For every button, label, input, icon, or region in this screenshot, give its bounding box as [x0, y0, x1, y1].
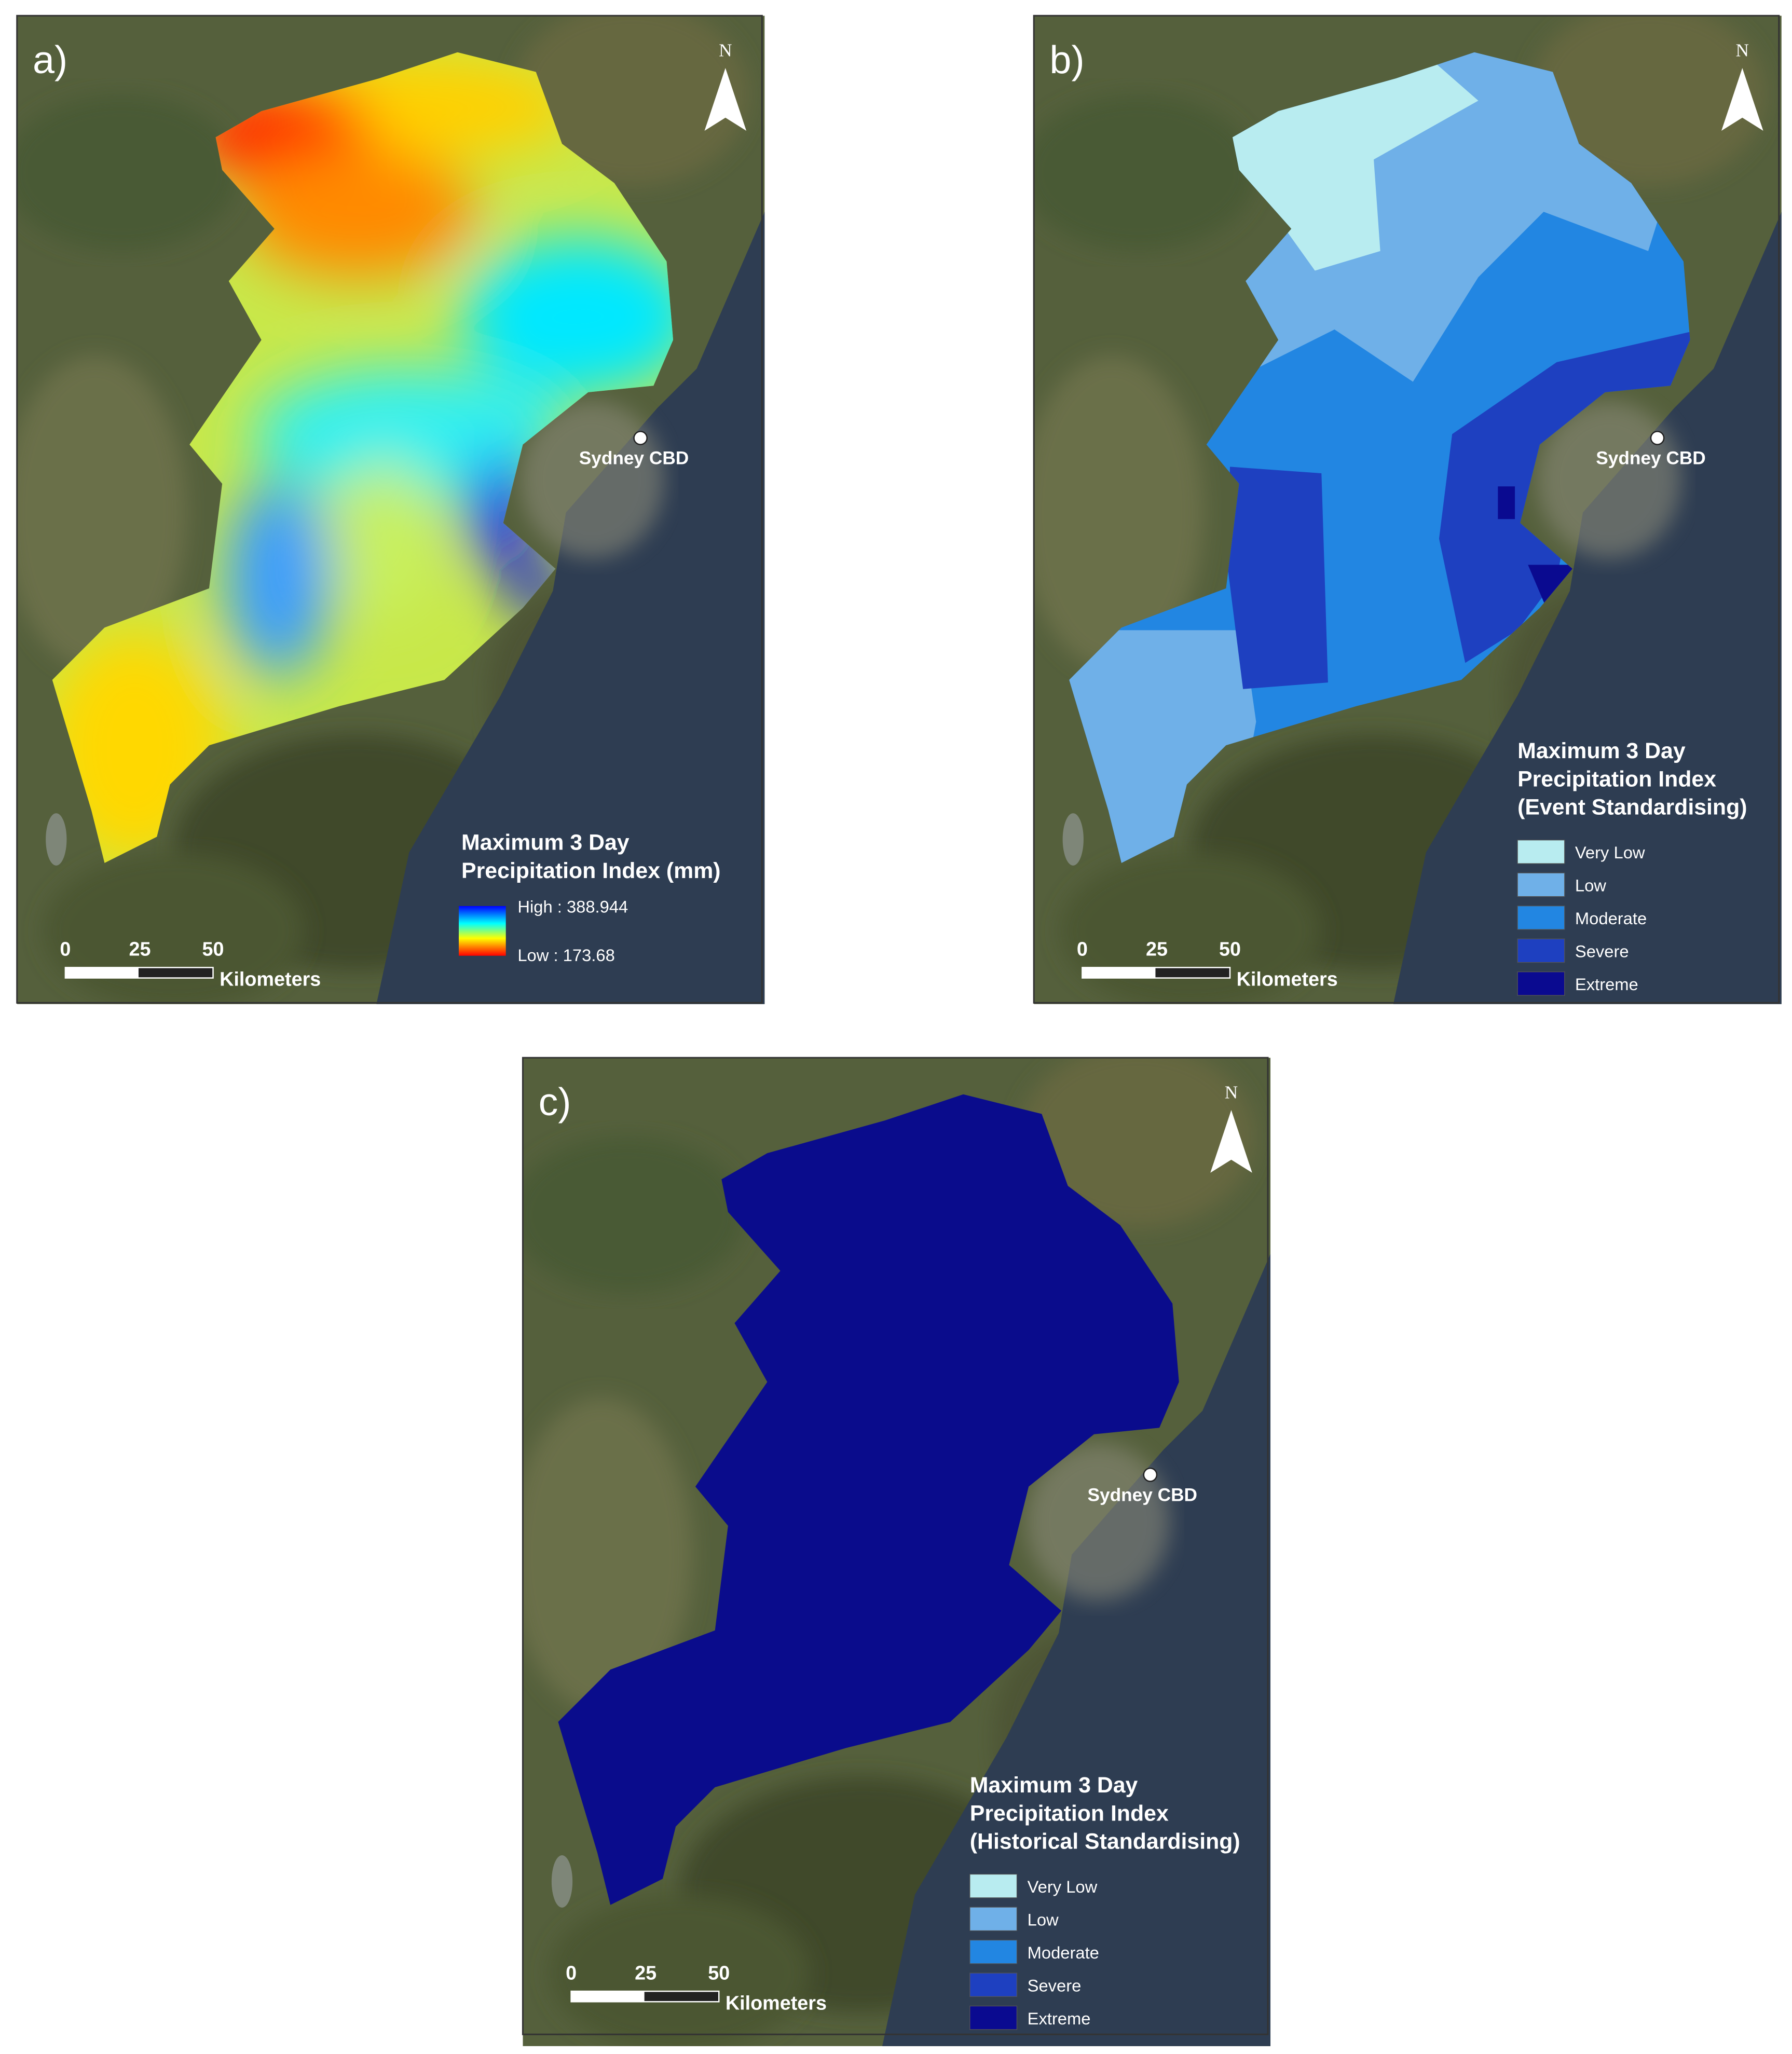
legend-swatch [1517, 906, 1565, 930]
scale-tick-label: 0 [60, 939, 71, 961]
panel-label: c) [539, 1080, 571, 1124]
legend-item: Low [1028, 1910, 1059, 1929]
terrain [1034, 355, 1204, 669]
urban [1537, 401, 1681, 558]
legend-swatch [969, 1873, 1018, 1898]
north-arrow [1210, 1110, 1252, 1173]
lake [551, 1855, 573, 1908]
legend-title: Precipitation Index (mm) [461, 858, 720, 883]
scale-unit: Kilometers [220, 969, 321, 991]
legend-swatch [1517, 872, 1565, 897]
terrain [1060, 852, 1322, 1004]
terrain [43, 852, 305, 1004]
panel-border [16, 15, 763, 1004]
legend-title: Precipitation Index [1517, 766, 1716, 791]
city-marker [633, 431, 648, 445]
terrain [17, 94, 239, 251]
legend-title: Precipitation Index [970, 1801, 1169, 1826]
panel-border [1033, 15, 1780, 1004]
scale-tick-label: 50 [708, 1962, 730, 1984]
north-arrow [1721, 68, 1763, 131]
index-blob [239, 146, 475, 278]
ocean [1393, 212, 1782, 1004]
legend-title: Maximum 3 Day [970, 1773, 1138, 1798]
terrain [513, 16, 749, 186]
legend-title: (Historical Standardising) [970, 1829, 1240, 1854]
legend-title: (Event Standardising) [1517, 795, 1747, 820]
legend-item: Low [1575, 875, 1606, 895]
scale-unit: Kilometers [1237, 969, 1338, 991]
lake [46, 813, 67, 866]
legend-item: Severe [1575, 941, 1629, 961]
scale-unit: Kilometers [726, 1992, 827, 2014]
class-extreme [1498, 486, 1515, 519]
map-area [17, 16, 765, 1004]
terrain [549, 1894, 811, 2046]
city-marker [1143, 1468, 1158, 1482]
north-label: N [719, 40, 732, 60]
scale-tick-label: 50 [202, 939, 224, 961]
legend-swatch [1517, 971, 1565, 996]
map-area [1034, 16, 1782, 1004]
legend-title: Maximum 3 Day [1517, 738, 1686, 763]
terrain [1034, 94, 1256, 251]
scale-bar-seg [1082, 967, 1156, 978]
city-label: Sydney CBD [579, 448, 689, 468]
map-panel: a) N Sydney CBD 0 25 50 Kilometers Maximum 3 Da… [16, 15, 765, 1004]
legend-high: High : 388.944 [517, 897, 628, 916]
panel-border [522, 1057, 1269, 2035]
panel-label: a) [33, 38, 67, 82]
terrain [1019, 1058, 1255, 1228]
legend-title: Maximum 3 Day [461, 830, 630, 855]
north-arrow [704, 68, 747, 131]
map-area [523, 1058, 1271, 2046]
legend-ramp [459, 906, 506, 956]
legend-swatch [1517, 938, 1565, 963]
scale-tick-label: 0 [1077, 939, 1088, 961]
index-blob [226, 480, 331, 676]
scale-bar-seg [65, 967, 139, 978]
scale-tick-label: 50 [1219, 939, 1241, 961]
scale-tick-label: 25 [635, 1962, 656, 1984]
scale-bar-seg [571, 1991, 645, 2002]
legend-item: Very Low [1028, 1877, 1098, 1896]
map-panel: b) N Sydney CBD 0 25 50 Kilometers Maximum 3 Da… [1033, 15, 1782, 1004]
scale-tick-label: 25 [129, 939, 151, 961]
legend-low: Low : 173.68 [517, 946, 614, 965]
legend-item: Moderate [1028, 1943, 1099, 1962]
index-blob [331, 460, 435, 618]
legend-swatch [969, 1907, 1018, 1932]
terrain [523, 1136, 745, 1293]
index-blob [461, 238, 674, 395]
north-label: N [1225, 1082, 1238, 1102]
city-marker [1650, 431, 1665, 445]
legend-swatch [1517, 840, 1565, 864]
north-label: N [1736, 40, 1749, 60]
legend-item: Extreme [1028, 2009, 1091, 2028]
ocean [376, 212, 765, 1004]
scale-tick-label: 0 [566, 1962, 577, 1984]
terrain [523, 1398, 693, 1711]
urban [1026, 1443, 1170, 1600]
scale-tick-label: 25 [1146, 939, 1168, 961]
terrain [17, 355, 187, 669]
urban [520, 401, 664, 558]
lake [1062, 813, 1084, 866]
panel-label: b) [1049, 38, 1084, 82]
legend-swatch [969, 1939, 1018, 1964]
legend-item: Very Low [1575, 843, 1645, 862]
legend-swatch [969, 2005, 1018, 2030]
legend-item: Moderate [1575, 909, 1647, 928]
map-panel: c) N Sydney CBD 0 25 50 Kilometers Maximum 3 Da… [522, 1057, 1271, 2046]
class-severe [1227, 467, 1328, 689]
legend-item: Severe [1028, 1976, 1082, 1995]
city-label: Sydney CBD [1087, 1485, 1197, 1505]
ocean [882, 1254, 1271, 2046]
legend-swatch [969, 1973, 1018, 1997]
city-label: Sydney CBD [1596, 448, 1706, 468]
class-low [1069, 630, 1256, 863]
terrain [1530, 16, 1766, 186]
legend-item: Extreme [1575, 975, 1638, 994]
